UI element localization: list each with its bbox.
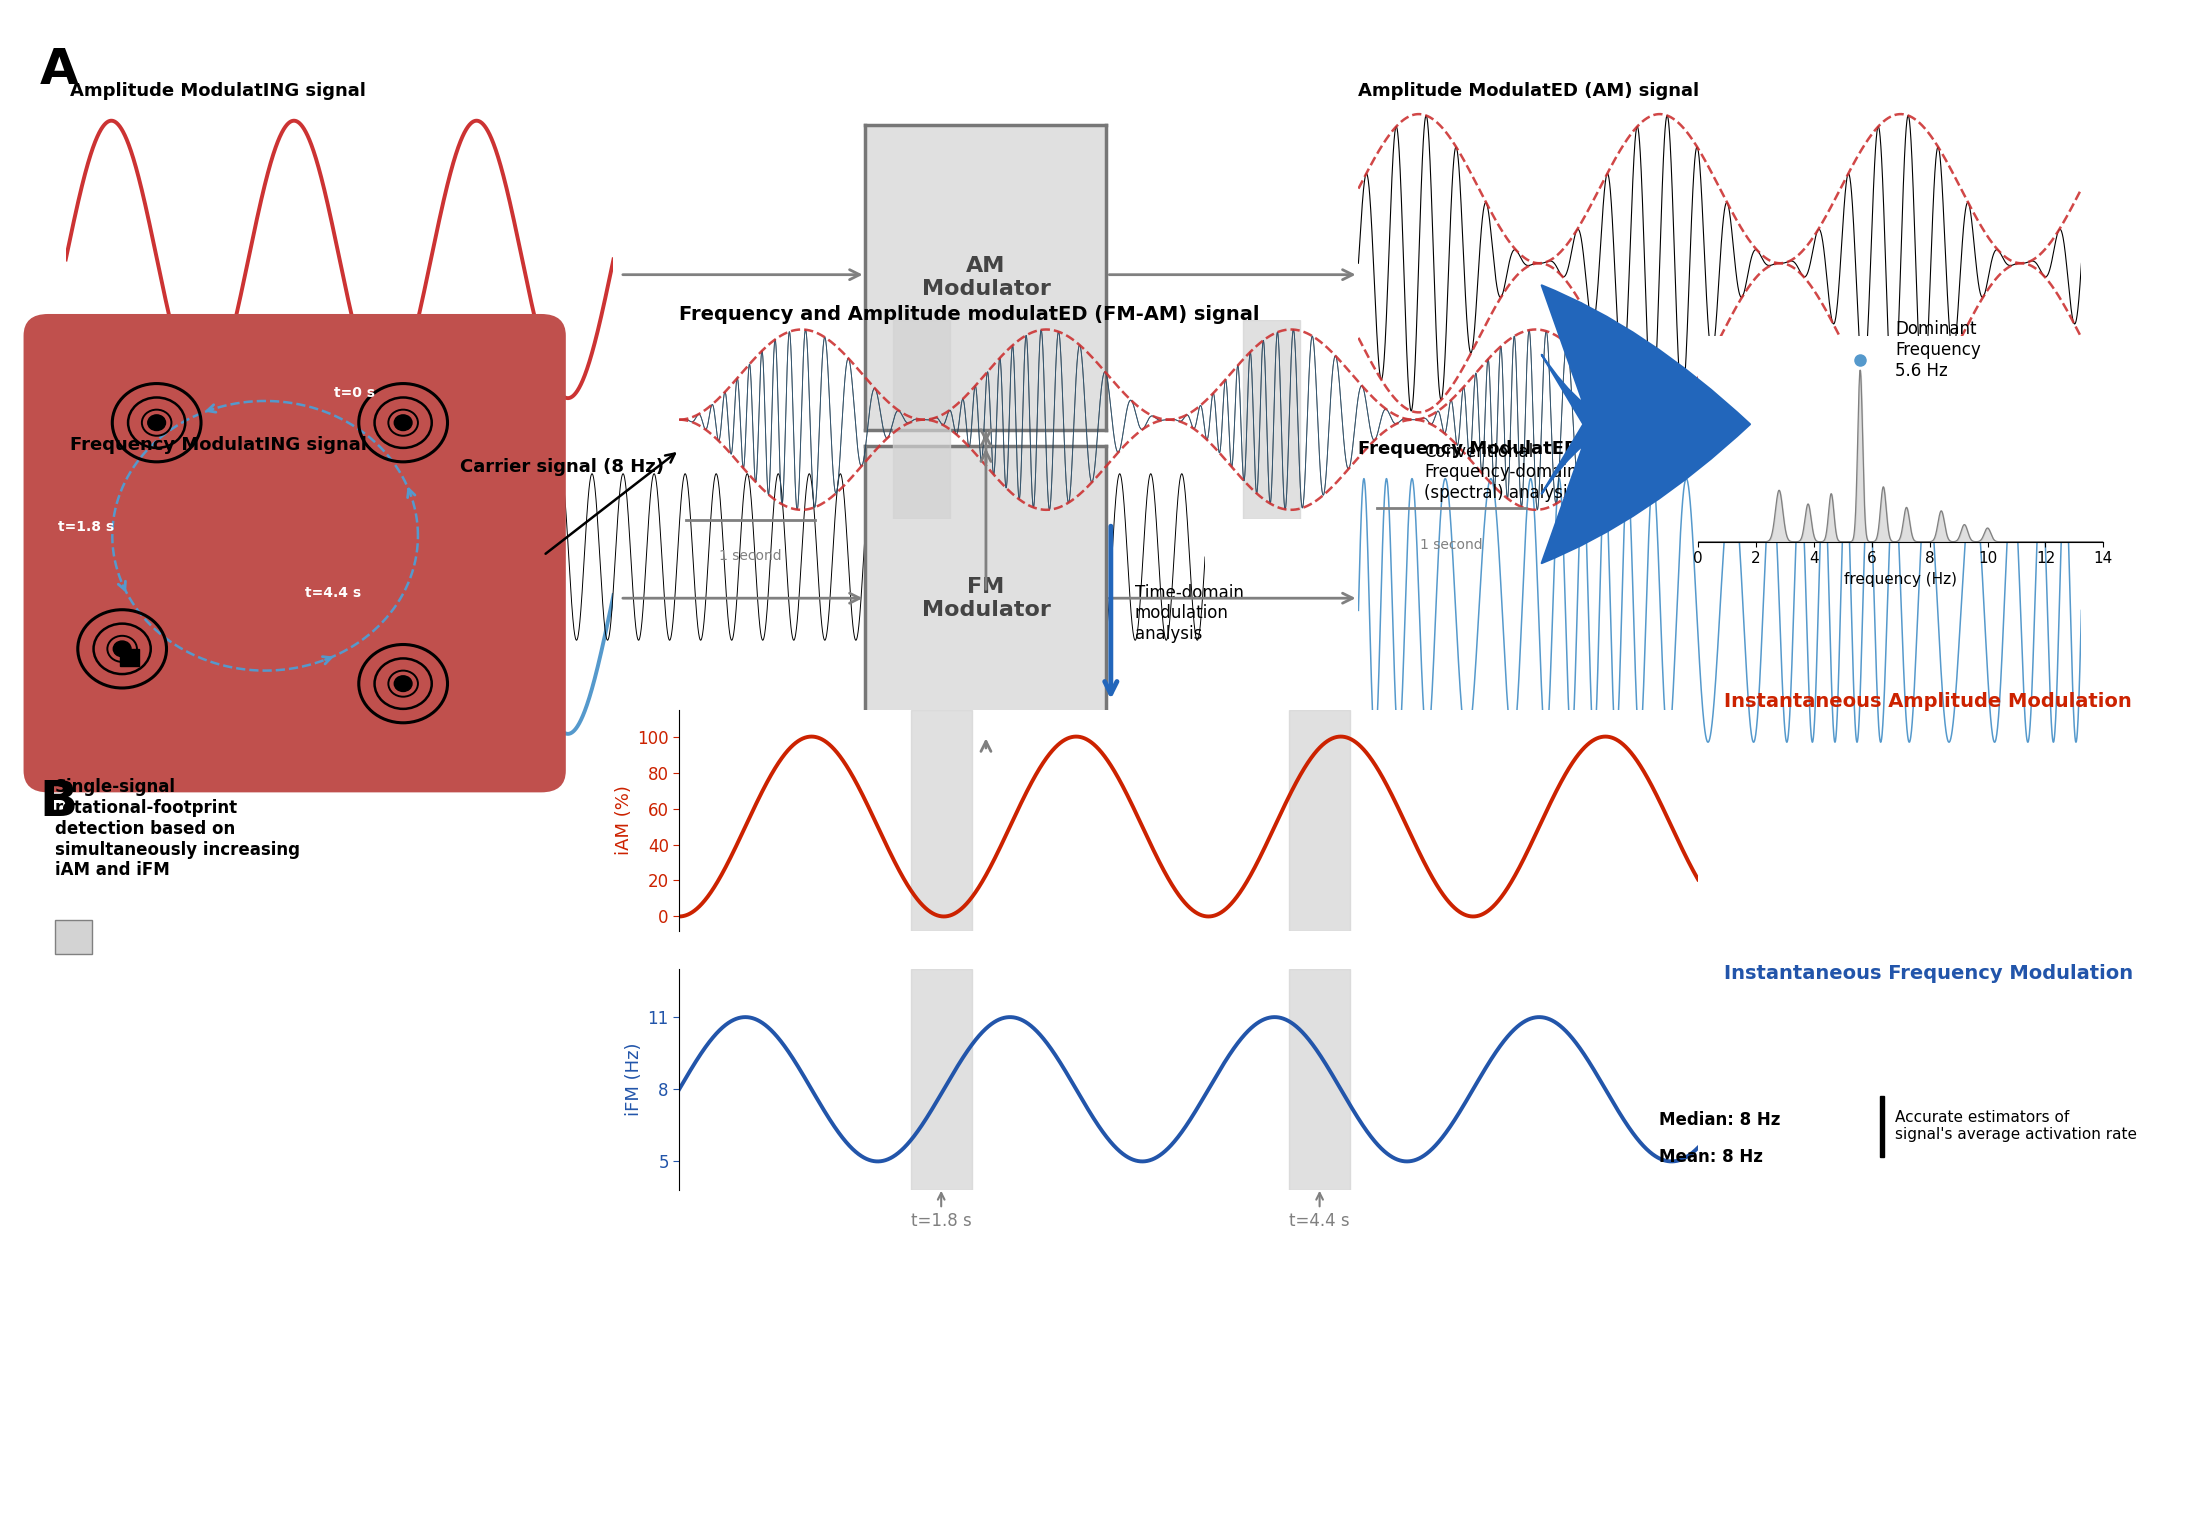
Text: FM
Modulator: FM Modulator xyxy=(922,577,1049,620)
Text: Dominant
Frequency
5.6 Hz: Dominant Frequency 5.6 Hz xyxy=(1895,320,1981,380)
X-axis label: frequency (Hz): frequency (Hz) xyxy=(1845,572,1957,588)
Text: Time-domain
modulation
analysis: Time-domain modulation analysis xyxy=(1135,583,1244,644)
Text: Accurate estimators of
signal's average activation rate: Accurate estimators of signal's average … xyxy=(1895,1109,2136,1143)
Y-axis label: iAM (%): iAM (%) xyxy=(616,786,633,855)
Text: B: B xyxy=(39,778,77,826)
Text: A: A xyxy=(39,46,79,93)
Text: Instantaneous Frequency Modulation: Instantaneous Frequency Modulation xyxy=(1724,964,2134,983)
Text: Instantaneous Amplitude Modulation: Instantaneous Amplitude Modulation xyxy=(1724,693,2132,711)
Text: t=4.4 s: t=4.4 s xyxy=(305,586,362,600)
Bar xyxy=(1288,969,1350,1190)
FancyBboxPatch shape xyxy=(24,314,565,792)
Text: Mean: 8 Hz: Mean: 8 Hz xyxy=(1659,1148,1762,1166)
Text: AM
Modulator: AM Modulator xyxy=(922,256,1049,299)
Text: Median: 8 Hz: Median: 8 Hz xyxy=(1659,1111,1779,1129)
Text: 1 second: 1 second xyxy=(1420,539,1483,552)
Bar xyxy=(121,649,140,667)
Text: Frequency and Amplitude modulatED (FM-AM) signal: Frequency and Amplitude modulatED (FM-AM… xyxy=(679,305,1260,324)
Text: Amplitude ModulatING signal: Amplitude ModulatING signal xyxy=(70,82,366,101)
Bar xyxy=(911,710,973,931)
Circle shape xyxy=(394,676,412,691)
Text: t=0 s: t=0 s xyxy=(333,386,375,400)
Y-axis label: iFM (Hz): iFM (Hz) xyxy=(624,1042,644,1117)
Bar xyxy=(911,969,973,1190)
Circle shape xyxy=(147,415,167,430)
Text: Frequency ModulatING signal: Frequency ModulatING signal xyxy=(70,436,366,455)
Text: t=1.8 s: t=1.8 s xyxy=(911,1193,971,1230)
Bar xyxy=(894,320,949,519)
Bar xyxy=(1288,710,1350,931)
Text: Conventional
Frequency-domain
(spectral) analysis: Conventional Frequency-domain (spectral)… xyxy=(1424,443,1578,502)
Circle shape xyxy=(114,641,131,656)
Text: Carrier signal (8 Hz): Carrier signal (8 Hz) xyxy=(460,458,664,476)
Text: Amplitude ModulatED (AM) signal: Amplitude ModulatED (AM) signal xyxy=(1358,82,1700,101)
Text: t=1.8 s: t=1.8 s xyxy=(57,520,114,534)
Bar xyxy=(1242,320,1299,519)
Text: Single-signal
rotational-footprint
detection based on
simultaneously increasing
: Single-signal rotational-footprint detec… xyxy=(55,778,300,879)
Text: t=4.4 s: t=4.4 s xyxy=(1288,1193,1350,1230)
Circle shape xyxy=(394,415,412,430)
Text: 1 second: 1 second xyxy=(719,549,782,563)
Text: Frequency ModulatED (FM) signal: Frequency ModulatED (FM) signal xyxy=(1358,439,1698,458)
